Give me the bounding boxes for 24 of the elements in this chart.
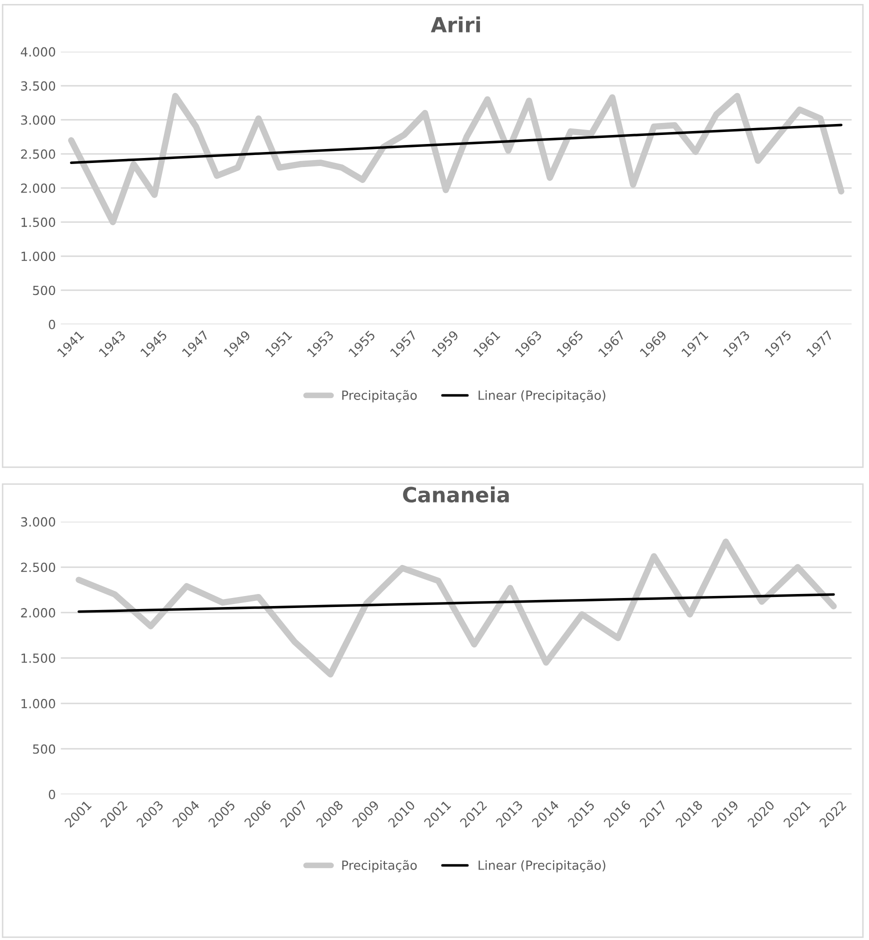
line-series <box>78 593 835 613</box>
y-tick-label: 4.000 <box>20 47 56 57</box>
legend-label: Linear (Precipitação) <box>478 390 606 402</box>
y-tick-label: 2.000 <box>21 183 56 193</box>
y-tick-label: 1.500 <box>22 218 56 227</box>
y-tick-label: 500 <box>33 286 56 296</box>
y-tick-label: 1.500 <box>22 653 56 663</box>
y-tick-label: 1.000 <box>22 698 56 708</box>
y-tick-label: 3.000 <box>21 517 56 527</box>
y-tick-label: 1.000 <box>22 252 56 262</box>
y-tick-label: 3.500 <box>21 81 56 91</box>
y-tick-label: 2.500 <box>21 562 56 572</box>
line-series <box>70 124 842 164</box>
legend-label: Precipitação <box>342 390 417 402</box>
y-tick-label: 0 <box>48 320 56 330</box>
y-tick-label: 500 <box>33 744 56 754</box>
legend-label: Linear (Precipitação) <box>478 860 606 872</box>
y-tick-label: 3.000 <box>21 115 56 125</box>
y-tick-label: 2.000 <box>21 608 56 618</box>
legend-label: Precipitação <box>342 860 417 872</box>
chart-title: Ariri <box>430 16 480 32</box>
y-tick-label: 0 <box>48 790 56 800</box>
y-tick-label: 2.500 <box>21 149 56 159</box>
chart-title: Cananeia <box>403 486 509 503</box>
